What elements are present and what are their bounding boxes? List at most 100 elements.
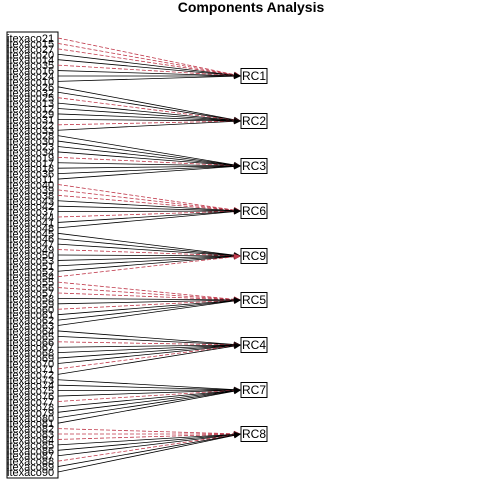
item-label: itexaco60 — [7, 304, 54, 316]
item-label: itexaco17 — [7, 158, 54, 170]
loading-edge — [57, 299, 242, 316]
item-label: itexaco29 — [7, 109, 54, 121]
loading-edge — [57, 151, 242, 167]
loading-edge — [57, 97, 242, 122]
item-label: itexaco64 — [7, 326, 54, 338]
loading-edge — [57, 433, 242, 462]
loading-edge — [57, 344, 242, 348]
loading-edge — [57, 344, 242, 359]
loading-edge — [57, 249, 242, 257]
edge-arrowhead — [233, 163, 241, 170]
loading-edge — [57, 287, 242, 301]
component-box — [240, 68, 268, 84]
component-label: RC5 — [242, 293, 266, 307]
item-label: itexaco23 — [7, 142, 54, 154]
component-label: RC4 — [242, 338, 266, 352]
loading-edge — [57, 255, 242, 278]
item-label: itexaco50 — [7, 250, 54, 262]
item-label: itexaco88 — [7, 456, 54, 468]
item-label: itexaco85 — [7, 440, 54, 452]
loading-edge — [57, 389, 242, 408]
component-box — [240, 292, 268, 308]
item-label: itexaco66 — [7, 337, 54, 349]
loading-edge — [57, 255, 242, 272]
item-label: itexaco89 — [7, 462, 54, 474]
item-label: itexaco56 — [7, 283, 54, 295]
loading-edge — [57, 384, 242, 391]
edge-arrowhead — [233, 253, 241, 260]
loading-edge — [57, 255, 242, 267]
loading-edge — [57, 238, 242, 257]
item-label: itexaco45 — [7, 228, 54, 240]
item-label: itexaco51 — [7, 261, 54, 273]
item-label: itexaco40 — [7, 179, 54, 191]
item-label: itexaco11 — [7, 174, 53, 186]
loading-edge — [57, 53, 242, 77]
loading-edge — [57, 254, 242, 257]
loading-edge — [57, 205, 242, 212]
component-label: RC7 — [242, 383, 266, 397]
loading-edge — [57, 113, 242, 122]
loading-edge — [57, 91, 242, 122]
loading-edge — [57, 255, 242, 261]
loading-edge — [57, 75, 242, 82]
loading-edge — [57, 118, 242, 122]
item-label: itexaco43 — [7, 196, 54, 208]
loading-edge — [57, 433, 242, 440]
item-label: itexaco71 — [7, 364, 54, 376]
item-label: itexaco21 — [7, 33, 54, 45]
item-label: itexaco55 — [7, 277, 54, 289]
item-label: itexaco73 — [7, 375, 54, 387]
loading-edge — [57, 344, 242, 364]
loading-edge — [57, 43, 242, 77]
item-label: itexaco48 — [7, 223, 54, 235]
loading-edge — [57, 330, 242, 346]
component-label: RC6 — [242, 204, 266, 218]
loading-edge — [57, 70, 242, 77]
loading-edge — [57, 48, 242, 77]
items-column-box — [6, 31, 59, 479]
loading-edge — [57, 344, 242, 354]
item-label: itexaco49 — [7, 245, 54, 257]
item-label: itexaco67 — [7, 342, 54, 354]
item-label: itexaco70 — [7, 359, 54, 371]
item-label: itexaco31 — [7, 114, 54, 126]
item-label: itexaco13 — [7, 98, 54, 110]
loading-edge — [57, 433, 242, 473]
component-box — [240, 113, 268, 129]
loading-edge — [57, 433, 242, 446]
edge-arrowhead — [233, 208, 241, 215]
item-label: itexaco78 — [7, 402, 54, 414]
loading-edge — [57, 86, 242, 122]
diagram-title: Components Analysis — [178, 0, 325, 15]
loading-edge — [57, 200, 242, 212]
loading-edge — [57, 102, 242, 122]
loading-edge — [57, 292, 242, 301]
item-label: itexaco86 — [7, 445, 54, 457]
item-label: itexaco80 — [7, 413, 54, 425]
item-label: itexaco75 — [7, 386, 54, 398]
item-label: itexaco42 — [7, 201, 54, 213]
loading-edge — [57, 156, 242, 167]
item-label: itexaco76 — [7, 391, 54, 403]
item-label: itexaco15 — [7, 38, 54, 50]
component-label: RC9 — [242, 249, 266, 263]
component-box — [240, 382, 268, 398]
item-label: itexaco33 — [7, 125, 54, 137]
component-label: RC8 — [242, 427, 266, 441]
item-label: itexaco61 — [7, 310, 54, 322]
loading-edge — [57, 428, 242, 435]
loading-edge — [57, 189, 242, 212]
item-label: itexaco47 — [7, 239, 54, 251]
item-label: itexaco54 — [7, 272, 54, 284]
edge-arrowhead — [233, 118, 241, 125]
item-label: itexaco59 — [7, 299, 54, 311]
item-label: itexaco69 — [7, 353, 54, 365]
loading-edge — [57, 243, 242, 257]
item-label: itexaco74 — [7, 380, 54, 392]
item-label: itexaco39 — [7, 185, 54, 197]
loading-edge — [57, 210, 242, 229]
loading-edge — [57, 389, 242, 413]
loading-edge — [57, 165, 242, 169]
item-label: itexaco63 — [7, 321, 54, 333]
